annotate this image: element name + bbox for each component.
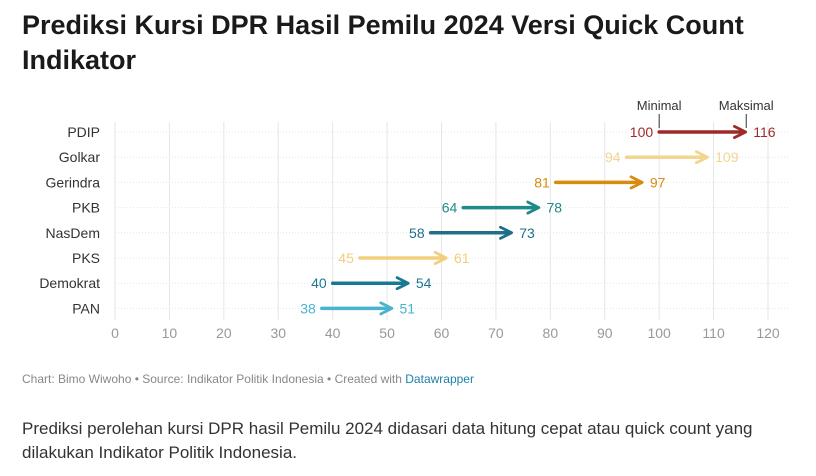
min-value-label: 81	[534, 174, 550, 190]
max-value-label: 78	[546, 200, 562, 216]
chart-description: Prediksi perolehan kursi DPR hasil Pemil…	[22, 419, 753, 462]
party-label: PKB	[72, 200, 100, 216]
x-tick-label: 40	[325, 325, 341, 341]
footer-separator: •	[131, 372, 143, 386]
x-tick-label: 20	[216, 325, 232, 341]
x-tick-label: 0	[111, 325, 119, 341]
max-value-label: 109	[715, 149, 739, 165]
party-label: PAN	[72, 300, 100, 316]
x-tick-label: 80	[543, 325, 559, 341]
x-tick-label: 60	[434, 325, 450, 341]
party-label: Demokrat	[39, 275, 100, 291]
x-tick-label: 70	[488, 325, 504, 341]
x-tick-label: 50	[379, 325, 395, 341]
party-label: Golkar	[59, 149, 101, 165]
max-value-label: 97	[650, 174, 666, 190]
footer-source: Source: Indikator Politik Indonesia	[142, 372, 324, 386]
max-value-label: 51	[400, 300, 416, 316]
min-value-label: 40	[311, 275, 327, 291]
min-value-label: 100	[630, 124, 654, 140]
legend-min-label: Minimal	[637, 98, 682, 113]
footer-author: Chart: Bimo Wiwoho	[22, 372, 132, 386]
x-tick-label: 90	[597, 325, 613, 341]
datawrapper-link[interactable]: Datawrapper	[405, 372, 474, 386]
chart-footer: Chart: Bimo Wiwoho • Source: Indikator P…	[22, 372, 474, 386]
min-value-label: 45	[338, 250, 354, 266]
legend-max-label: Maksimal	[719, 98, 774, 113]
min-value-label: 64	[442, 200, 458, 216]
min-value-label: 94	[605, 149, 621, 165]
party-label: PKS	[72, 250, 100, 266]
x-tick-label: 120	[756, 325, 780, 341]
x-tick-label: 110	[702, 325, 725, 341]
x-tick-label: 30	[270, 325, 286, 341]
footer-separator: •	[323, 372, 335, 386]
min-value-label: 58	[409, 225, 425, 241]
x-tick-label: 100	[647, 325, 671, 341]
max-value-label: 116	[753, 124, 776, 140]
x-tick-label: 10	[162, 325, 178, 341]
max-value-label: 61	[454, 250, 470, 266]
chart-title: Prediksi Kursi DPR Hasil Pemilu 2024 Ver…	[22, 10, 744, 75]
party-label: Gerindra	[46, 174, 101, 190]
footer-created-with: Created with	[334, 372, 406, 386]
max-value-label: 54	[416, 275, 432, 291]
arrow-chart: 0 10 20 30 40 50 60 70 80 90 100 110 120 Minimal Maksi…	[39, 98, 788, 341]
party-label: NasDem	[46, 225, 100, 241]
min-value-label: 38	[300, 300, 316, 316]
max-value-label: 73	[519, 225, 535, 241]
party-label: PDIP	[67, 124, 100, 140]
